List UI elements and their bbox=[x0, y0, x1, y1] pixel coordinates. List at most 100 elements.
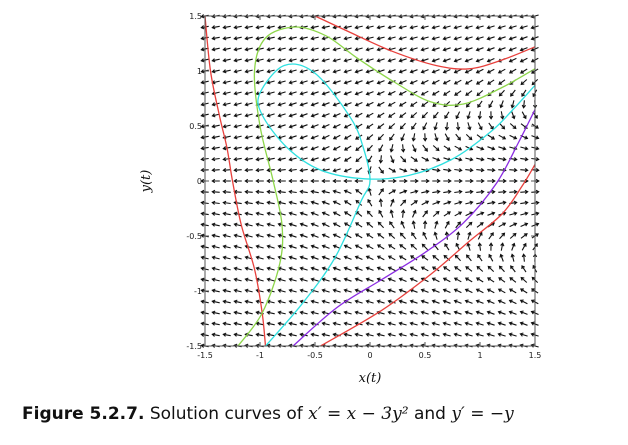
field-arrow bbox=[476, 157, 485, 162]
field-arrow bbox=[244, 233, 253, 238]
field-arrow bbox=[376, 36, 385, 41]
field-arrow bbox=[432, 178, 441, 184]
field-arrow bbox=[310, 244, 319, 249]
field-arrow bbox=[464, 47, 473, 52]
field-arrow bbox=[222, 167, 231, 173]
field-arrow bbox=[509, 123, 517, 130]
field-arrow bbox=[442, 68, 451, 74]
field-arrow bbox=[464, 79, 473, 85]
field-arrow bbox=[355, 199, 363, 206]
field-arrow bbox=[332, 200, 341, 206]
field-arrow bbox=[442, 277, 451, 283]
field-arrow bbox=[420, 25, 429, 30]
field-arrow bbox=[465, 266, 473, 272]
field-arrow bbox=[486, 310, 495, 315]
field-arrow bbox=[421, 243, 428, 251]
field-arrow bbox=[255, 167, 264, 173]
field-arrow bbox=[488, 253, 494, 262]
field-arrow bbox=[222, 321, 231, 326]
field-arrow bbox=[465, 157, 474, 162]
field-arrow bbox=[365, 310, 374, 315]
field-arrow bbox=[422, 220, 428, 229]
field-arrow bbox=[366, 233, 374, 239]
field-arrow bbox=[521, 89, 527, 97]
field-arrow bbox=[487, 134, 496, 140]
field-arrow bbox=[321, 157, 330, 162]
y-tick-label: 1 bbox=[197, 67, 202, 76]
field-arrow bbox=[354, 266, 363, 271]
field-arrow bbox=[310, 200, 319, 205]
field-arrow bbox=[211, 200, 220, 205]
caption-equation-x: x′ = x − 3y² bbox=[308, 404, 414, 424]
field-arrow bbox=[487, 146, 496, 151]
caption-and: and bbox=[413, 404, 446, 424]
field-arrow bbox=[387, 255, 396, 261]
field-arrow bbox=[321, 288, 330, 293]
field-arrow bbox=[310, 178, 319, 184]
field-arrow bbox=[475, 36, 484, 41]
field-arrow bbox=[431, 266, 440, 272]
field-arrow bbox=[487, 211, 496, 216]
field-arrow bbox=[255, 25, 264, 30]
field-arrow bbox=[310, 58, 319, 63]
field-arrow bbox=[288, 102, 297, 107]
field-arrow bbox=[310, 233, 319, 238]
field-arrow bbox=[255, 178, 264, 184]
field-arrow bbox=[366, 210, 373, 218]
field-arrow bbox=[266, 102, 275, 107]
field-arrow bbox=[421, 178, 430, 184]
field-arrow bbox=[488, 111, 494, 120]
field-arrow bbox=[244, 146, 253, 151]
field-arrow bbox=[409, 310, 418, 315]
field-arrow bbox=[365, 288, 374, 293]
field-arrow bbox=[455, 122, 461, 131]
field-arrow bbox=[420, 36, 429, 41]
field-arrow bbox=[486, 299, 495, 305]
field-arrow bbox=[388, 112, 396, 118]
field-arrow bbox=[299, 80, 308, 85]
field-arrow bbox=[343, 277, 352, 282]
field-arrow bbox=[288, 80, 297, 85]
field-arrow bbox=[343, 69, 352, 74]
field-arrow bbox=[497, 288, 506, 294]
field-arrow bbox=[486, 321, 495, 326]
field-arrow bbox=[233, 124, 242, 129]
field-arrow bbox=[365, 91, 374, 96]
field-arrow bbox=[389, 221, 395, 229]
field-arrow bbox=[222, 332, 231, 337]
field-arrow bbox=[398, 25, 407, 30]
field-arrow bbox=[387, 321, 396, 326]
vector-field-arrows bbox=[200, 14, 540, 348]
field-arrow bbox=[498, 189, 507, 195]
field-arrow bbox=[222, 102, 231, 107]
field-arrow bbox=[255, 200, 264, 205]
field-arrow bbox=[277, 91, 286, 96]
field-arrow bbox=[520, 276, 528, 283]
field-arrow bbox=[488, 122, 494, 130]
field-arrow bbox=[453, 36, 462, 41]
field-arrow bbox=[409, 47, 418, 52]
field-arrow bbox=[332, 134, 341, 140]
field-arrow bbox=[244, 91, 253, 96]
field-arrow bbox=[376, 321, 385, 326]
field-arrow bbox=[288, 332, 297, 337]
field-arrow bbox=[211, 233, 220, 238]
field-arrow bbox=[211, 244, 220, 249]
field-arrow bbox=[321, 277, 330, 282]
solution-curve bbox=[204, 15, 267, 347]
field-arrow bbox=[410, 178, 419, 184]
field-arrow bbox=[299, 277, 308, 282]
field-arrow bbox=[477, 242, 482, 251]
field-arrow bbox=[431, 288, 440, 293]
field-arrow bbox=[355, 222, 363, 228]
field-arrow bbox=[288, 91, 297, 96]
field-arrow bbox=[233, 222, 242, 227]
field-arrow bbox=[410, 168, 419, 173]
field-arrow bbox=[277, 255, 286, 260]
field-arrow bbox=[365, 255, 374, 261]
field-arrow bbox=[420, 310, 429, 315]
field-arrow bbox=[476, 189, 485, 195]
field-arrow bbox=[354, 123, 363, 129]
field-arrow bbox=[222, 233, 231, 238]
field-arrow bbox=[211, 146, 220, 151]
